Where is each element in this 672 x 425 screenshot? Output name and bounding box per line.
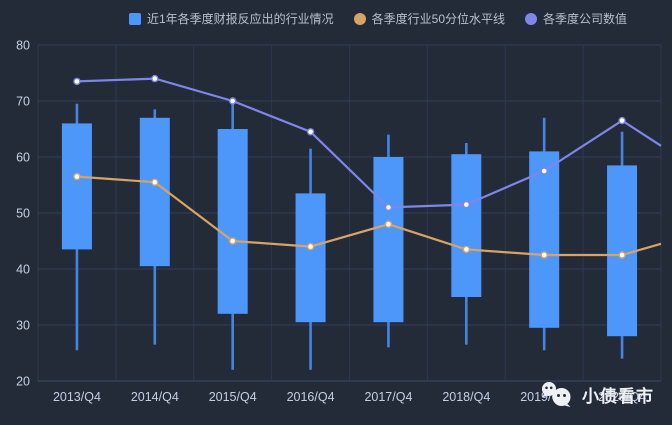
company-line-point: [151, 74, 159, 83]
company-line-point: [540, 167, 548, 175]
y-tick-label: 80: [16, 39, 30, 53]
company-line-point: [462, 200, 471, 209]
legend-item-median-line[interactable]: 各季度行业50分位水平线: [353, 12, 506, 26]
company-line-point: [618, 116, 626, 125]
legend-item-boxplot[interactable]: 近1年各季度财报反应出的行业情况: [128, 12, 334, 26]
median-line-point: [306, 242, 315, 251]
boxplot-candle: [61, 123, 92, 250]
median-line-point: [618, 251, 626, 259]
watermark-text: 小债看市: [582, 386, 654, 406]
boxplot-candle: [139, 117, 170, 267]
wechat-icon: [542, 382, 571, 407]
x-tick-label: 2013/Q4: [53, 390, 101, 404]
x-tick-label: 2017/Q4: [364, 390, 412, 404]
y-tick-label: 60: [16, 151, 30, 165]
boxplot-candle: [451, 154, 482, 297]
y-tick-label: 50: [16, 207, 30, 221]
legend-item-label: 各季度行业50分位水平线: [371, 12, 506, 26]
x-tick-label: 2014/Q4: [131, 390, 179, 404]
y-tick-label: 30: [16, 319, 30, 333]
legend-item-label: 近1年各季度财报反应出的行业情况: [146, 12, 334, 26]
y-tick-label: 40: [16, 263, 30, 277]
median-line-point: [540, 251, 548, 259]
company-line-point: [384, 203, 393, 212]
legend-item-label: 各季度公司数值: [543, 12, 628, 26]
median-line-point: [73, 172, 81, 181]
y-tick-label: 70: [16, 95, 30, 109]
x-tick-label: 2018/Q4: [442, 390, 490, 404]
boxplot-legend-marker-icon: [128, 13, 141, 25]
x-tick-label: 2016/Q4: [287, 390, 335, 404]
boxplot-candle: [607, 165, 638, 337]
company-line-point: [306, 128, 315, 136]
boxplot-candle: [217, 129, 248, 314]
median-line-point: [384, 220, 393, 228]
watermark: 小债看市: [539, 380, 654, 408]
y-tick-label: 20: [16, 375, 30, 389]
company-line-point: [228, 97, 237, 105]
median-line-point: [228, 237, 237, 245]
boxplot-candle: [529, 151, 560, 328]
x-tick-label: 2015/Q4: [209, 390, 257, 404]
legend-item-company-line[interactable]: 各季度公司数值: [525, 13, 627, 25]
legend: 近1年各季度财报反应出的行业情况 各季度行业50分位水平线 各季度公司数值: [0, 10, 672, 28]
boxplot-candle: [373, 157, 404, 323]
company-line-point: [73, 77, 81, 86]
x-tick-label: 2020/Q4: [598, 390, 646, 404]
median-line-point: [462, 245, 471, 254]
boxplot-candle: [295, 193, 326, 323]
company-line-legend-marker-icon: [525, 13, 538, 25]
median-line-point: [151, 178, 159, 186]
median-line-legend-marker-icon: [353, 13, 366, 25]
